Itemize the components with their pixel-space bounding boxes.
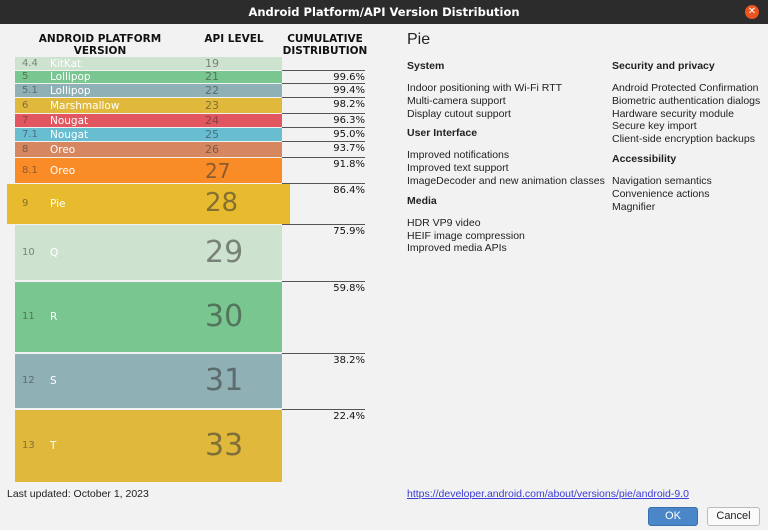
api-level: 28: [205, 188, 239, 219]
version-row[interactable]: 8.1 Oreo 27: [15, 158, 282, 183]
version-name: Nougat: [50, 128, 89, 141]
version-number: 4.4: [22, 57, 38, 69]
feature-item: Secure key import: [612, 120, 697, 133]
header-api-level: API LEVEL: [204, 33, 264, 45]
feature-item: Navigation semantics: [612, 175, 712, 187]
feature-item: Android Protected Confirmation: [612, 82, 759, 94]
version-row[interactable]: 12 S 31: [15, 354, 282, 408]
version-row[interactable]: 10 Q 29: [15, 225, 282, 280]
version-name: S: [50, 375, 57, 387]
version-row[interactable]: 6 Marshmallow 23: [15, 98, 282, 113]
version-number: 6: [22, 99, 29, 111]
cancel-button[interactable]: Cancel: [707, 507, 760, 526]
api-level: 21: [205, 70, 219, 84]
version-number: 9: [22, 198, 29, 209]
version-name: Marshmallow: [50, 99, 120, 112]
version-number: 5: [22, 71, 29, 82]
feature-item: Multi-camera support: [407, 94, 506, 107]
cumulative-value: 98.2%: [282, 97, 365, 110]
feature-item: Improved text support: [407, 162, 509, 175]
api-level: 23: [205, 98, 219, 112]
version-row[interactable]: 5 Lollipop 21: [15, 70, 282, 84]
cumulative-value: 91.8%: [282, 157, 365, 170]
section-heading: System: [407, 60, 445, 72]
version-name: Pie: [50, 198, 66, 210]
cumulative-value: 86.4%: [282, 183, 365, 196]
feature-item: ImageDecoder and new animation classes: [407, 175, 605, 187]
ok-button[interactable]: OK: [648, 507, 698, 526]
cumulative-value: 96.3%: [282, 113, 365, 126]
feature-item: Improved media APIs: [407, 242, 507, 255]
feature-item: Convenience actions: [612, 187, 710, 200]
version-name: KitKat: [50, 57, 82, 70]
api-level: 26: [205, 142, 219, 156]
version-name: Lollipop: [50, 71, 91, 83]
version-number: 11: [22, 311, 35, 322]
version-name: Oreo: [50, 143, 76, 156]
detail-title: Pie: [407, 31, 431, 48]
section-heading: Media: [407, 194, 437, 207]
api-level: 33: [205, 428, 244, 463]
cumulative-value: 75.9%: [282, 224, 365, 237]
cumulative-value: 99.4%: [282, 83, 365, 96]
cumulative-value: 38.2%: [282, 353, 365, 366]
version-number: 7.1: [22, 128, 38, 140]
section-heading: Security and privacy: [612, 60, 715, 72]
api-level: 31: [205, 363, 244, 398]
version-name: Q: [50, 246, 59, 259]
version-name: Lollipop: [50, 84, 91, 97]
feature-item: Hardware security module: [612, 107, 734, 120]
version-name: T: [50, 440, 57, 452]
api-level: 30: [205, 299, 244, 334]
version-row[interactable]: 4.4 KitKat 19: [15, 57, 282, 70]
section-heading: User Interface: [407, 127, 478, 140]
feature-item: Display cutout support: [407, 107, 511, 120]
feature-item: Client-side encryption backups: [612, 133, 755, 146]
version-row[interactable]: 7 Nougat 24: [15, 114, 282, 127]
version-number: 7: [22, 114, 29, 126]
feature-item: Improved notifications: [407, 149, 510, 162]
cumulative-value: 59.8%: [282, 281, 365, 294]
version-row[interactable]: 9 Pie 28: [7, 184, 290, 224]
api-level: 25: [205, 127, 219, 141]
feature-item: Indoor positioning with Wi-Fi RTT: [407, 82, 563, 94]
feature-item: Biometric authentication dialogs: [612, 94, 761, 107]
version-row[interactable]: 13 T 33: [15, 410, 282, 482]
header-version: ANDROID PLATFORM VERSION: [38, 33, 162, 57]
section-heading: Accessibility: [612, 153, 677, 165]
version-row[interactable]: 8 Oreo 26: [15, 142, 282, 157]
version-name: Oreo: [50, 164, 76, 177]
version-row[interactable]: 5.1 Lollipop 22: [15, 84, 282, 97]
cumulative-value: 95.0%: [282, 127, 365, 140]
cumulative-value: 93.7%: [282, 141, 365, 154]
version-name: Nougat: [50, 114, 89, 127]
api-level: 22: [205, 83, 219, 97]
feature-item: HDR VP9 video: [407, 216, 481, 229]
version-name: R: [50, 311, 58, 323]
title-bar: Android Platform/API Version Distributio…: [0, 0, 768, 24]
version-row[interactable]: 7.1 Nougat 25: [15, 128, 282, 141]
version-number: 13: [22, 440, 35, 451]
cumulative-value: 22.4%: [282, 409, 365, 422]
version-number: 8.1: [22, 164, 38, 176]
version-number: 8: [22, 143, 29, 155]
api-level: 19: [205, 56, 219, 70]
header-cumulative: CUMULATIVE DISTRIBUTION: [282, 33, 368, 57]
close-icon[interactable]: ✕: [745, 5, 759, 19]
last-updated: Last updated: October 1, 2023: [7, 488, 149, 500]
version-number: 5.1: [22, 84, 38, 96]
cumulative-value: 99.6%: [282, 70, 365, 83]
details-link[interactable]: https://developer.android.com/about/vers…: [407, 488, 689, 500]
version-row[interactable]: 11 R 30: [15, 282, 282, 352]
feature-item: Magnifier: [612, 200, 656, 213]
window-title: Android Platform/API Version Distributio…: [248, 5, 520, 19]
api-level: 27: [205, 158, 231, 183]
feature-item: HEIF image compression: [407, 229, 525, 242]
api-level: 24: [205, 113, 219, 127]
version-number: 10: [22, 246, 35, 258]
version-number: 12: [22, 375, 35, 386]
api-level: 29: [205, 234, 244, 270]
